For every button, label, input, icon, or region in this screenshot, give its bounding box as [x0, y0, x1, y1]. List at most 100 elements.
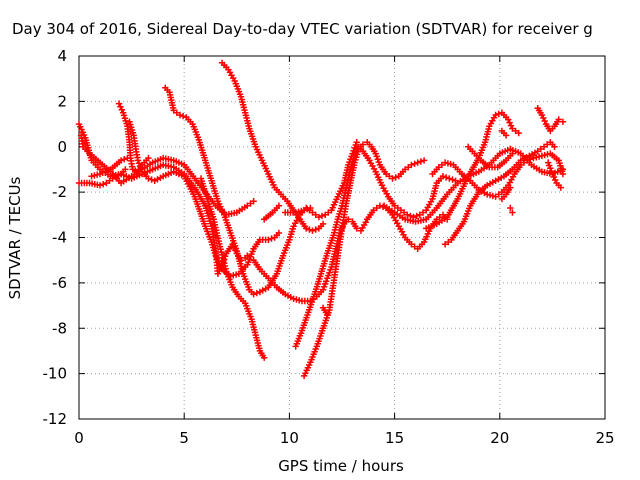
x-tick-label: 0: [74, 429, 84, 447]
data-point: [300, 361, 313, 380]
data-point: [538, 151, 551, 159]
data-point: [319, 220, 327, 228]
data-point: [414, 158, 425, 166]
y-tick-label: -6: [52, 274, 67, 292]
data-point: [444, 182, 459, 198]
data-point: [448, 229, 460, 243]
data-point: [261, 354, 268, 361]
y-axis-title: SDTVAR / TECUs: [6, 176, 24, 299]
data-point: [526, 149, 539, 159]
data-point: [492, 110, 502, 119]
data-point: [370, 204, 380, 214]
data-point: [364, 139, 373, 148]
data-point: [517, 154, 530, 164]
data-point: [273, 255, 286, 277]
data-point: [509, 209, 516, 216]
data-point: [547, 125, 556, 135]
data-point: [441, 159, 454, 168]
data-point: [256, 347, 266, 359]
data-point: [250, 289, 260, 298]
plot-frame: [78, 55, 606, 420]
data-point: [334, 227, 345, 259]
data-point: [475, 183, 489, 196]
data-point: [372, 168, 384, 186]
grid: [79, 56, 605, 419]
data-point: [166, 89, 177, 112]
data-point: [208, 238, 219, 257]
data-point: [290, 295, 303, 304]
data-series: [545, 159, 564, 191]
data-series: [282, 204, 314, 216]
data-point: [181, 173, 197, 198]
data-point: [391, 209, 406, 221]
y-tick-label: -8: [52, 319, 67, 337]
data-point: [439, 211, 449, 221]
data-point: [359, 148, 371, 162]
data-point: [414, 241, 426, 252]
data-point: [237, 93, 248, 114]
data-point: [275, 202, 283, 209]
data-point: [183, 114, 194, 125]
data-point: [364, 209, 376, 223]
data-point: [311, 273, 324, 298]
data-point: [138, 168, 150, 180]
data-point: [401, 234, 413, 246]
data-point: [242, 109, 252, 130]
data-point: [151, 174, 164, 184]
data-point: [404, 211, 414, 220]
data-point: [88, 157, 102, 171]
data-point: [465, 143, 476, 155]
data-point: [307, 345, 319, 366]
data-point: [471, 150, 482, 162]
data-point: [225, 66, 237, 82]
data-point: [500, 167, 514, 180]
data-point: [551, 143, 558, 150]
data-point: [134, 157, 145, 173]
data-point: [202, 202, 214, 227]
data-point: [324, 234, 336, 257]
data-series: [429, 150, 567, 200]
data-point: [210, 216, 223, 248]
data-point: [117, 174, 133, 187]
data-point: [233, 204, 248, 216]
data-point: [496, 147, 511, 157]
data-point: [509, 150, 516, 157]
data-point: [410, 212, 420, 221]
data-point: [534, 145, 544, 155]
data-point: [292, 207, 305, 216]
data-point: [505, 173, 517, 189]
data-point: [160, 169, 175, 180]
data-point: [481, 125, 492, 146]
data-point: [429, 166, 440, 178]
data-point: [235, 293, 247, 305]
data-point: [494, 158, 508, 171]
data-point: [380, 202, 396, 214]
data-point: [498, 184, 510, 196]
data-series: [423, 109, 522, 232]
data-point: [271, 184, 283, 196]
data-series: [319, 304, 331, 318]
data-point: [284, 198, 296, 212]
data-point: [505, 116, 515, 129]
data-point: [303, 225, 313, 233]
data-point: [307, 204, 314, 212]
data-point: [444, 198, 460, 221]
data-point: [433, 175, 445, 187]
data-point: [467, 191, 481, 209]
data-point: [273, 284, 287, 296]
data-point: [214, 264, 224, 277]
data-point: [534, 105, 544, 116]
data-point: [252, 143, 264, 161]
data-point: [385, 193, 397, 207]
data-point: [261, 211, 274, 223]
data-point: [423, 198, 435, 214]
data-point: [502, 186, 513, 198]
data-point: [553, 179, 562, 189]
data-marks: [75, 59, 567, 380]
data-point: [359, 141, 367, 148]
data-point: [429, 182, 440, 203]
data-point: [555, 157, 566, 175]
y-tick-label: 0: [57, 138, 67, 156]
